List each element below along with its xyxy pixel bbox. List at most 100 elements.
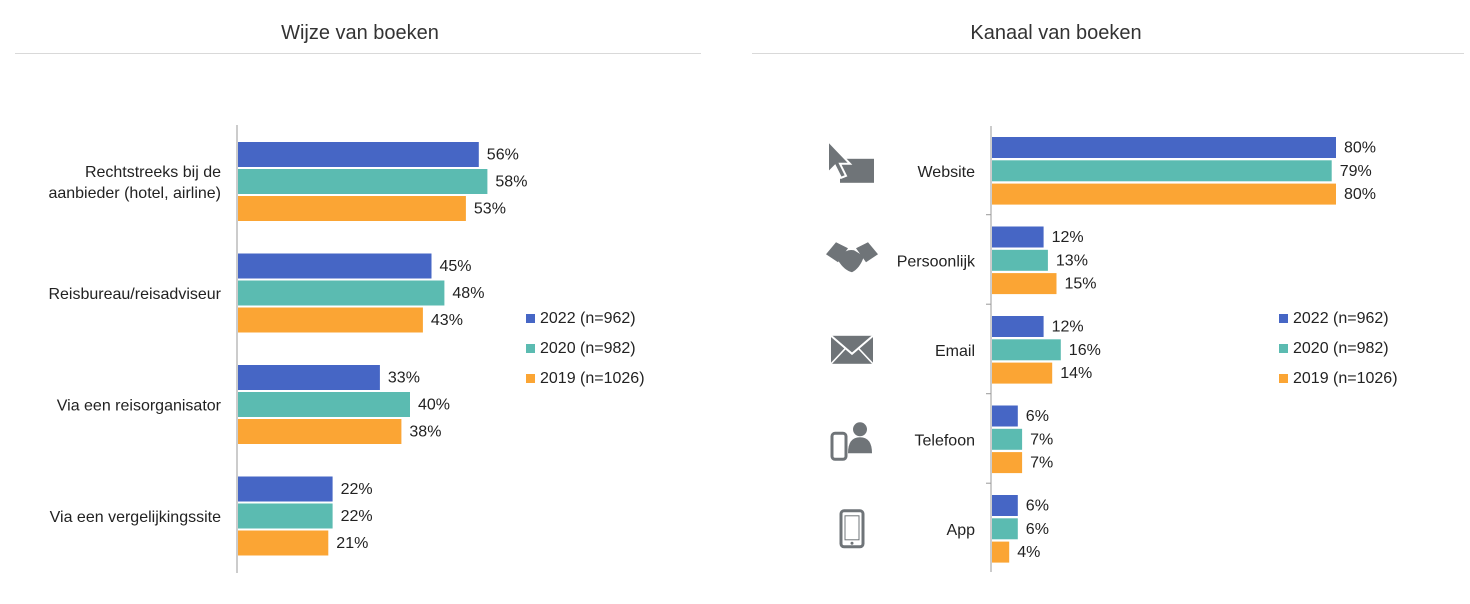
phone-icon-body	[830, 431, 848, 461]
data-label: 15%	[1065, 276, 1097, 293]
data-label: 58%	[495, 174, 527, 191]
category-label: App	[947, 522, 976, 539]
data-label: 38%	[409, 424, 441, 441]
smartphone-icon-button	[850, 541, 854, 545]
data-label: 56%	[487, 147, 519, 164]
handshake-icon-right	[856, 242, 878, 263]
legend-entry: 2022 (n=962)	[540, 310, 636, 327]
data-label: 7%	[1030, 455, 1053, 472]
bar	[992, 137, 1336, 158]
bar	[238, 419, 402, 444]
data-label: 14%	[1060, 365, 1092, 382]
data-label: 22%	[341, 481, 373, 498]
smartphone-icon-frame	[839, 509, 865, 549]
data-label: 7%	[1030, 431, 1053, 448]
legend-swatch	[1279, 314, 1288, 323]
bar	[238, 476, 333, 502]
chart-panel-kanaal: Kanaal van boeken 80% 79% 80% Website 12% 13%…	[740, 0, 1470, 604]
bar	[992, 160, 1332, 182]
category-label: Via een vergelijkingssite	[50, 509, 221, 526]
chart-panel-wijze: Wijze van boeken 56% 58% 53% Rechtstreeks b…	[0, 0, 720, 604]
bar	[992, 273, 1057, 295]
data-label: 43%	[431, 312, 463, 329]
legend-swatch	[1279, 344, 1288, 353]
bar	[992, 541, 1010, 563]
data-label: 22%	[341, 508, 373, 525]
legend-swatch	[526, 374, 535, 383]
data-label: 80%	[1344, 140, 1376, 157]
bar	[238, 253, 432, 279]
category-label: Telefoon	[915, 432, 976, 449]
category-label: Rechtstreeks bij de	[85, 164, 221, 181]
data-label: 80%	[1344, 186, 1376, 203]
smartphone-icon-screen	[844, 515, 860, 541]
bar	[992, 316, 1044, 337]
data-label: 45%	[440, 258, 472, 275]
data-label: 48%	[452, 285, 484, 302]
data-label: 6%	[1026, 498, 1049, 515]
bar	[238, 392, 410, 417]
bar	[238, 503, 333, 529]
bar	[992, 452, 1023, 474]
handshake-icon-left	[826, 242, 848, 263]
title-divider	[752, 53, 1464, 54]
bar	[238, 280, 445, 306]
data-label: 16%	[1069, 342, 1101, 359]
data-label: 79%	[1340, 163, 1372, 180]
envelope-icon-folds	[830, 347, 874, 365]
phone-person-icon	[830, 422, 872, 461]
bar	[238, 142, 479, 167]
legend-entry: 2020 (n=982)	[1293, 340, 1389, 357]
data-label: 6%	[1026, 408, 1049, 425]
bar	[992, 405, 1018, 427]
legend-entry: 2022 (n=962)	[1293, 310, 1389, 327]
title-divider	[15, 53, 701, 54]
data-label: 4%	[1017, 544, 1040, 561]
cursor-icon-arrow	[827, 138, 853, 180]
chart-wijze-van-boeken: 56% 58% 53% Rechtstreeks bij de aanbieder (h…	[48, 125, 645, 573]
chart-kanaal-van-boeken: 80% 79% 80% Website 12% 13% 15% Persoonlijk 12% 1…	[826, 126, 1398, 572]
legend-swatch	[526, 314, 535, 323]
category-label: Email	[935, 343, 975, 360]
bar	[238, 365, 380, 390]
envelope-icon-body	[831, 335, 873, 364]
data-label: 13%	[1056, 252, 1088, 269]
bar	[992, 518, 1018, 540]
legend-swatch	[526, 344, 535, 353]
smartphone-icon	[839, 509, 865, 549]
handshake-icon	[826, 242, 878, 273]
legend-entry: 2019 (n=1026)	[540, 370, 645, 387]
bar	[992, 226, 1044, 248]
category-label: Via een reisorganisator	[57, 398, 222, 415]
data-label: 33%	[388, 370, 420, 387]
category-label: Persoonlijk	[897, 253, 976, 270]
category-label: Reisbureau/reisadviseur	[48, 286, 221, 303]
data-label: 12%	[1052, 319, 1084, 336]
data-label: 12%	[1052, 229, 1084, 246]
person-icon-head	[853, 422, 867, 437]
bar	[238, 530, 329, 556]
person-icon-body	[848, 437, 872, 454]
handshake-icon-hands	[838, 250, 864, 273]
cursor-icon	[827, 138, 874, 183]
legend-entry: 2019 (n=1026)	[1293, 370, 1398, 387]
bar	[992, 428, 1023, 450]
legend-entry: 2020 (n=982)	[540, 340, 636, 357]
envelope-icon-flap	[830, 335, 874, 356]
bar	[992, 249, 1048, 271]
category-label: Website	[917, 164, 975, 181]
data-label: 6%	[1026, 521, 1049, 538]
bar	[992, 495, 1018, 516]
chart-title: Wijze van boeken	[281, 22, 439, 44]
category-label: aanbieder (hotel, airline)	[48, 185, 221, 202]
data-label: 21%	[336, 535, 368, 552]
bar	[992, 183, 1336, 205]
bar	[238, 169, 488, 194]
bar	[238, 307, 423, 333]
bar	[238, 196, 466, 221]
envelope-icon	[830, 335, 874, 365]
legend-swatch	[1279, 374, 1288, 383]
data-label: 53%	[474, 201, 506, 218]
chart-title: Kanaal van boeken	[970, 22, 1142, 44]
bar	[992, 362, 1053, 384]
